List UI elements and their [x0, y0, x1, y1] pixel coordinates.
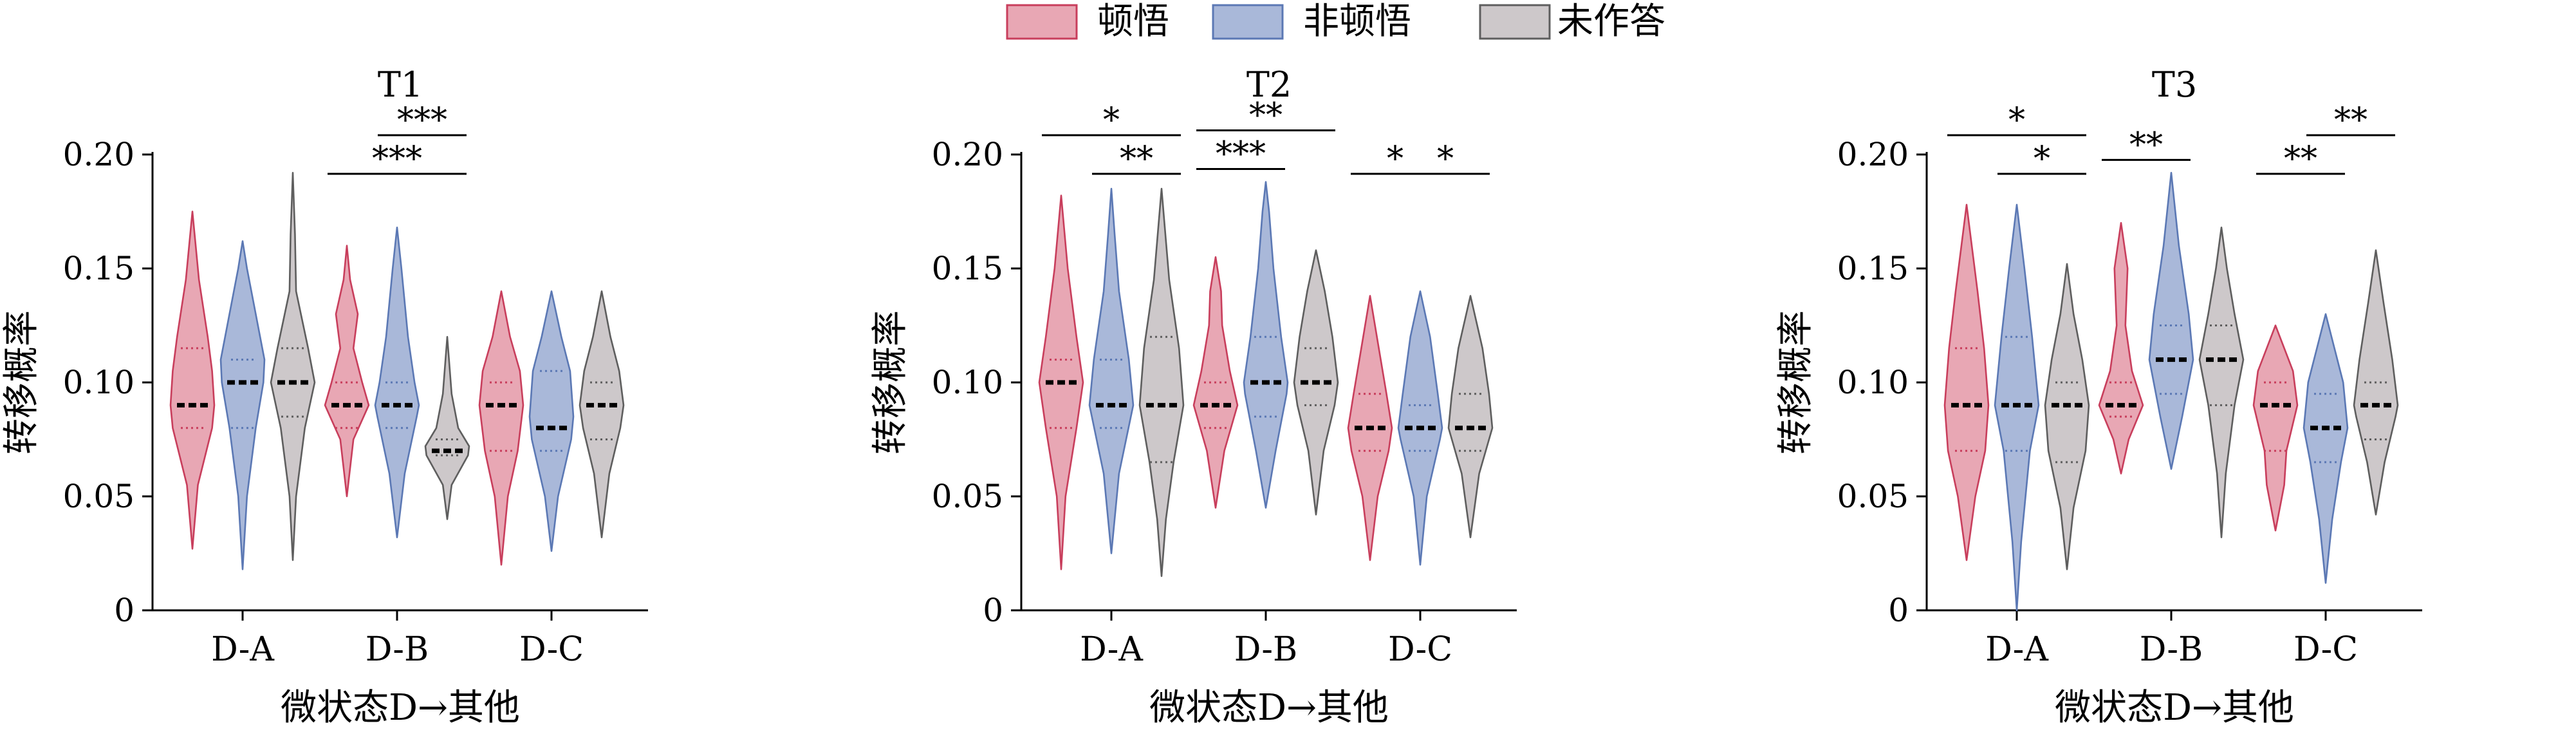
legend: 顿悟 非顿悟 未作答: [1006, 1, 1665, 42]
y-tick-label: 0.20: [1837, 136, 1909, 173]
y-tick-label: 0.05: [932, 478, 1003, 515]
violin-d-a-insight: [1943, 203, 1990, 561]
y-tick-label: 0.15: [1837, 250, 1909, 287]
x-tick-label: D-A: [1985, 630, 2049, 669]
legend-non-insight-swatch: [1212, 4, 1284, 40]
y-tick-label: 0.10: [63, 364, 134, 401]
violin-d-b-no-answer: [2198, 226, 2245, 539]
x-tick-label: D-C: [2293, 630, 2358, 669]
violin-d-a-non-insight: [219, 240, 266, 570]
panel-title: T1: [378, 64, 423, 105]
panel-title: T2: [1246, 64, 1292, 105]
legend-insight-swatch: [1006, 4, 1078, 40]
significance-label: **: [1249, 96, 1283, 135]
significance-label: *: [1103, 101, 1120, 140]
violin-d-a-no-answer: [2044, 263, 2090, 570]
significance-label: ***: [1216, 135, 1266, 173]
legend-no-answer-label: 未作答: [1557, 1, 1665, 42]
violin-d-b-no-answer: [424, 335, 470, 520]
x-tick-label: D-A: [1080, 630, 1144, 669]
violin-d-c-insight: [2252, 324, 2299, 532]
significance-label: ***: [397, 101, 447, 140]
violin-d-c-insight: [478, 290, 524, 566]
y-tick-label: 0.10: [932, 364, 1003, 401]
y-tick-label: 0.15: [63, 250, 134, 287]
x-tick-label: D-B: [1234, 630, 1297, 669]
y-tick-label: 0: [983, 592, 1003, 629]
violin-d-b-non-insight: [2148, 171, 2194, 470]
significance-label: *: [1387, 140, 1404, 178]
y-tick-label: 0.15: [932, 250, 1003, 287]
violin-d-a-insight: [169, 211, 216, 550]
x-tick-label: D-A: [211, 630, 275, 669]
x-axis-label: 微状态D→其他: [2055, 687, 2294, 729]
violin-d-a-no-answer: [1138, 187, 1185, 577]
significance-label: ***: [372, 140, 422, 178]
violin-d-a-non-insight: [1994, 203, 2040, 612]
significance-label: *: [2034, 140, 2050, 178]
y-axis-label: 转移概率: [1, 310, 42, 455]
legend-non-insight-label: 非顿悟: [1303, 1, 1411, 42]
y-tick-label: 0.20: [932, 136, 1003, 173]
y-axis-label: 转移概率: [869, 310, 911, 455]
x-axis-label: 微状态D→其他: [1149, 687, 1389, 729]
violin-d-c-no-answer: [579, 290, 625, 539]
violin-d-a-no-answer: [270, 171, 316, 561]
y-tick-label: 0.10: [1837, 364, 1909, 401]
violin-d-b-non-insight: [1243, 181, 1289, 509]
significance-label: **: [2129, 126, 2163, 164]
panel-title: T3: [2152, 64, 2197, 105]
x-tick-label: D-B: [2140, 630, 2203, 669]
significance-label: *: [1437, 140, 1454, 178]
violin-d-a-non-insight: [1088, 187, 1135, 554]
x-tick-label: D-B: [366, 630, 429, 669]
legend-insight-label: 顿悟: [1097, 1, 1169, 42]
violin-d-b-insight: [324, 245, 370, 498]
violin-d-c-non-insight: [2303, 313, 2349, 584]
violin-d-b-insight: [2098, 221, 2144, 474]
panel-t1: T1 0 0.05 0.10 0.15 0.20 转移概率 D-A D-B D-C ****** 微状…: [1, 64, 648, 729]
violin-d-c-non-insight: [528, 290, 575, 552]
significance-label: **: [1120, 140, 1153, 178]
significance-label: **: [2334, 101, 2368, 140]
legend-no-answer-swatch: [1479, 4, 1551, 40]
violin-d-c-no-answer: [1447, 295, 1494, 539]
y-axis-label: 转移概率: [1775, 310, 1817, 455]
x-axis-label: 微状态D→其他: [281, 687, 520, 729]
significance-label: *: [2008, 101, 2025, 140]
y-tick-label: 0: [1888, 592, 1909, 629]
x-tick-label: D-C: [519, 630, 584, 669]
significance-label: **: [2284, 140, 2317, 178]
y-tick-label: 0: [114, 592, 134, 629]
x-tick-label: D-C: [1388, 630, 1452, 669]
y-tick-label: 0.20: [63, 136, 134, 173]
y-tick-label: 0.05: [63, 478, 134, 515]
y-tick-label: 0.05: [1837, 478, 1909, 515]
